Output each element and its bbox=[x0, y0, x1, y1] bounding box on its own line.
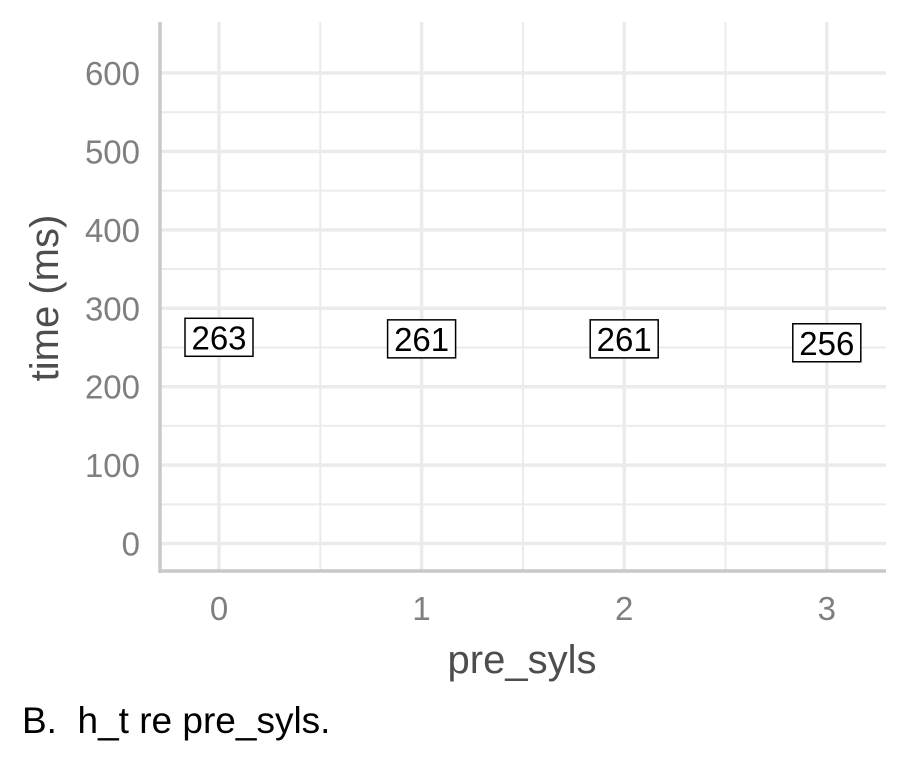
x-tick-label: 3 bbox=[818, 590, 836, 627]
major-gridlines bbox=[160, 22, 886, 571]
data-point-label: 263 bbox=[184, 317, 254, 358]
chart: 0 100 200 300 400 500 600 0 1 2 3 263 261 261 256 pr… bbox=[23, 22, 886, 682]
data-label-box bbox=[386, 319, 457, 359]
data-label-text: 261 bbox=[597, 321, 652, 358]
axis-lines bbox=[158, 22, 886, 573]
data-label-text: 256 bbox=[799, 325, 854, 362]
minor-gridlines bbox=[160, 22, 886, 571]
data-point-label: 261 bbox=[589, 319, 659, 359]
y-tick-label: 200 bbox=[85, 369, 140, 406]
x-tick-label: 0 bbox=[210, 590, 228, 627]
data-label-box bbox=[792, 323, 862, 363]
data-label-box bbox=[589, 319, 659, 359]
data-point-label: 256 bbox=[792, 323, 862, 363]
x-tick-label: 2 bbox=[615, 590, 633, 627]
y-tick-label: 500 bbox=[85, 133, 140, 170]
y-tick-labels: 0 100 200 300 400 500 600 bbox=[85, 55, 140, 563]
y-tick-label: 300 bbox=[85, 290, 140, 327]
y-axis-title: time (ms) bbox=[23, 215, 67, 382]
data-label-text: 261 bbox=[394, 321, 449, 358]
y-tick-label: 400 bbox=[85, 212, 140, 249]
x-tick-label: 1 bbox=[412, 590, 430, 627]
y-tick-label: 100 bbox=[85, 447, 140, 484]
figure-caption: B. h_t re pre_syls. bbox=[22, 700, 331, 741]
data-point-label: 261 bbox=[386, 319, 457, 359]
data-label-box bbox=[184, 317, 254, 358]
y-tick-label: 0 bbox=[122, 526, 140, 563]
data-labels: 263 261 261 256 bbox=[184, 317, 862, 363]
x-tick-labels: 0 1 2 3 bbox=[210, 590, 836, 627]
x-axis-title: pre_syls bbox=[448, 638, 597, 682]
data-label-text: 263 bbox=[191, 319, 246, 356]
y-tick-label: 600 bbox=[85, 55, 140, 92]
